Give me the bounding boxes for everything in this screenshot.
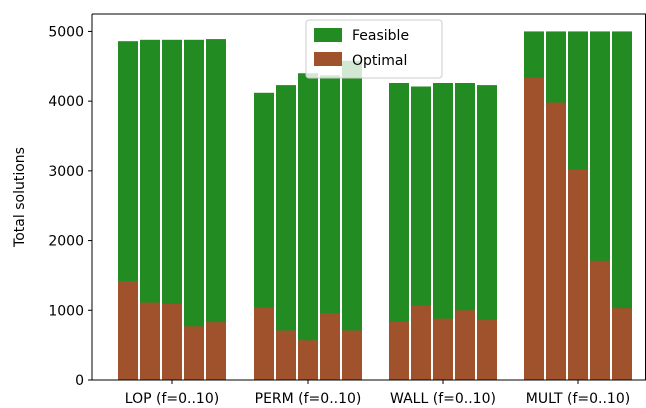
bar-feasible (455, 83, 475, 380)
bar-feasible (612, 31, 632, 381)
y-tick-label: 0 (75, 373, 84, 389)
y-tick-label: 5000 (48, 24, 84, 40)
y-axis-label: Total solutions (12, 147, 28, 248)
bar-feasible (184, 39, 204, 381)
bar-optimal (389, 321, 409, 380)
y-tick-label: 2000 (48, 234, 84, 250)
bar-feasible (162, 39, 182, 381)
bar-feasible (140, 39, 160, 381)
bar-optimal (276, 330, 296, 380)
bar-optimal (612, 308, 632, 380)
bar-optimal (546, 102, 566, 380)
bar-optimal (184, 326, 204, 380)
legend-label-feasible: Feasible (352, 28, 409, 44)
bar-feasible (477, 85, 497, 380)
bar-feasible (433, 83, 453, 380)
bar-optimal (298, 340, 318, 380)
bar-feasible (320, 75, 340, 380)
y-tick-label: 3000 (48, 164, 84, 180)
y-tick-label: 4000 (48, 94, 84, 110)
legend-swatch-optimal (314, 52, 342, 66)
bar-optimal (568, 169, 588, 380)
legend: Feasible Optimal (305, 19, 443, 79)
bar-optimal (320, 313, 340, 380)
bar-optimal (118, 281, 138, 380)
y-tick-label: 1000 (48, 303, 84, 319)
x-tick-label: MULT (f=0..10) (526, 391, 630, 407)
bar-optimal (162, 304, 182, 380)
bar-optimal (411, 305, 431, 380)
bar-feasible (389, 83, 409, 380)
x-tick-label: WALL (f=0..10) (390, 391, 496, 407)
legend-label-optimal: Optimal (352, 53, 407, 69)
bar-optimal (477, 320, 497, 380)
bar-optimal (590, 260, 610, 380)
x-tick-label: PERM (f=0..10) (255, 391, 362, 407)
x-tick-label: LOP (f=0..10) (125, 391, 219, 407)
axes-group: LOP (f=0..10) PERM (f=0..10) WALL (f=0..10… (48, 13, 646, 407)
bar-optimal (140, 302, 160, 380)
bar-feasible (276, 85, 296, 380)
bar-feasible (206, 39, 226, 381)
bar-optimal (206, 322, 226, 380)
legend-swatch-feasible (314, 28, 342, 42)
bar-optimal (524, 77, 544, 380)
bar-optimal (433, 318, 453, 380)
bar-optimal (455, 310, 475, 380)
bars-group (118, 31, 632, 381)
bar-optimal (342, 330, 362, 380)
bar-feasible (342, 60, 362, 381)
bar-feasible (298, 73, 318, 380)
bar-optimal (254, 307, 274, 380)
